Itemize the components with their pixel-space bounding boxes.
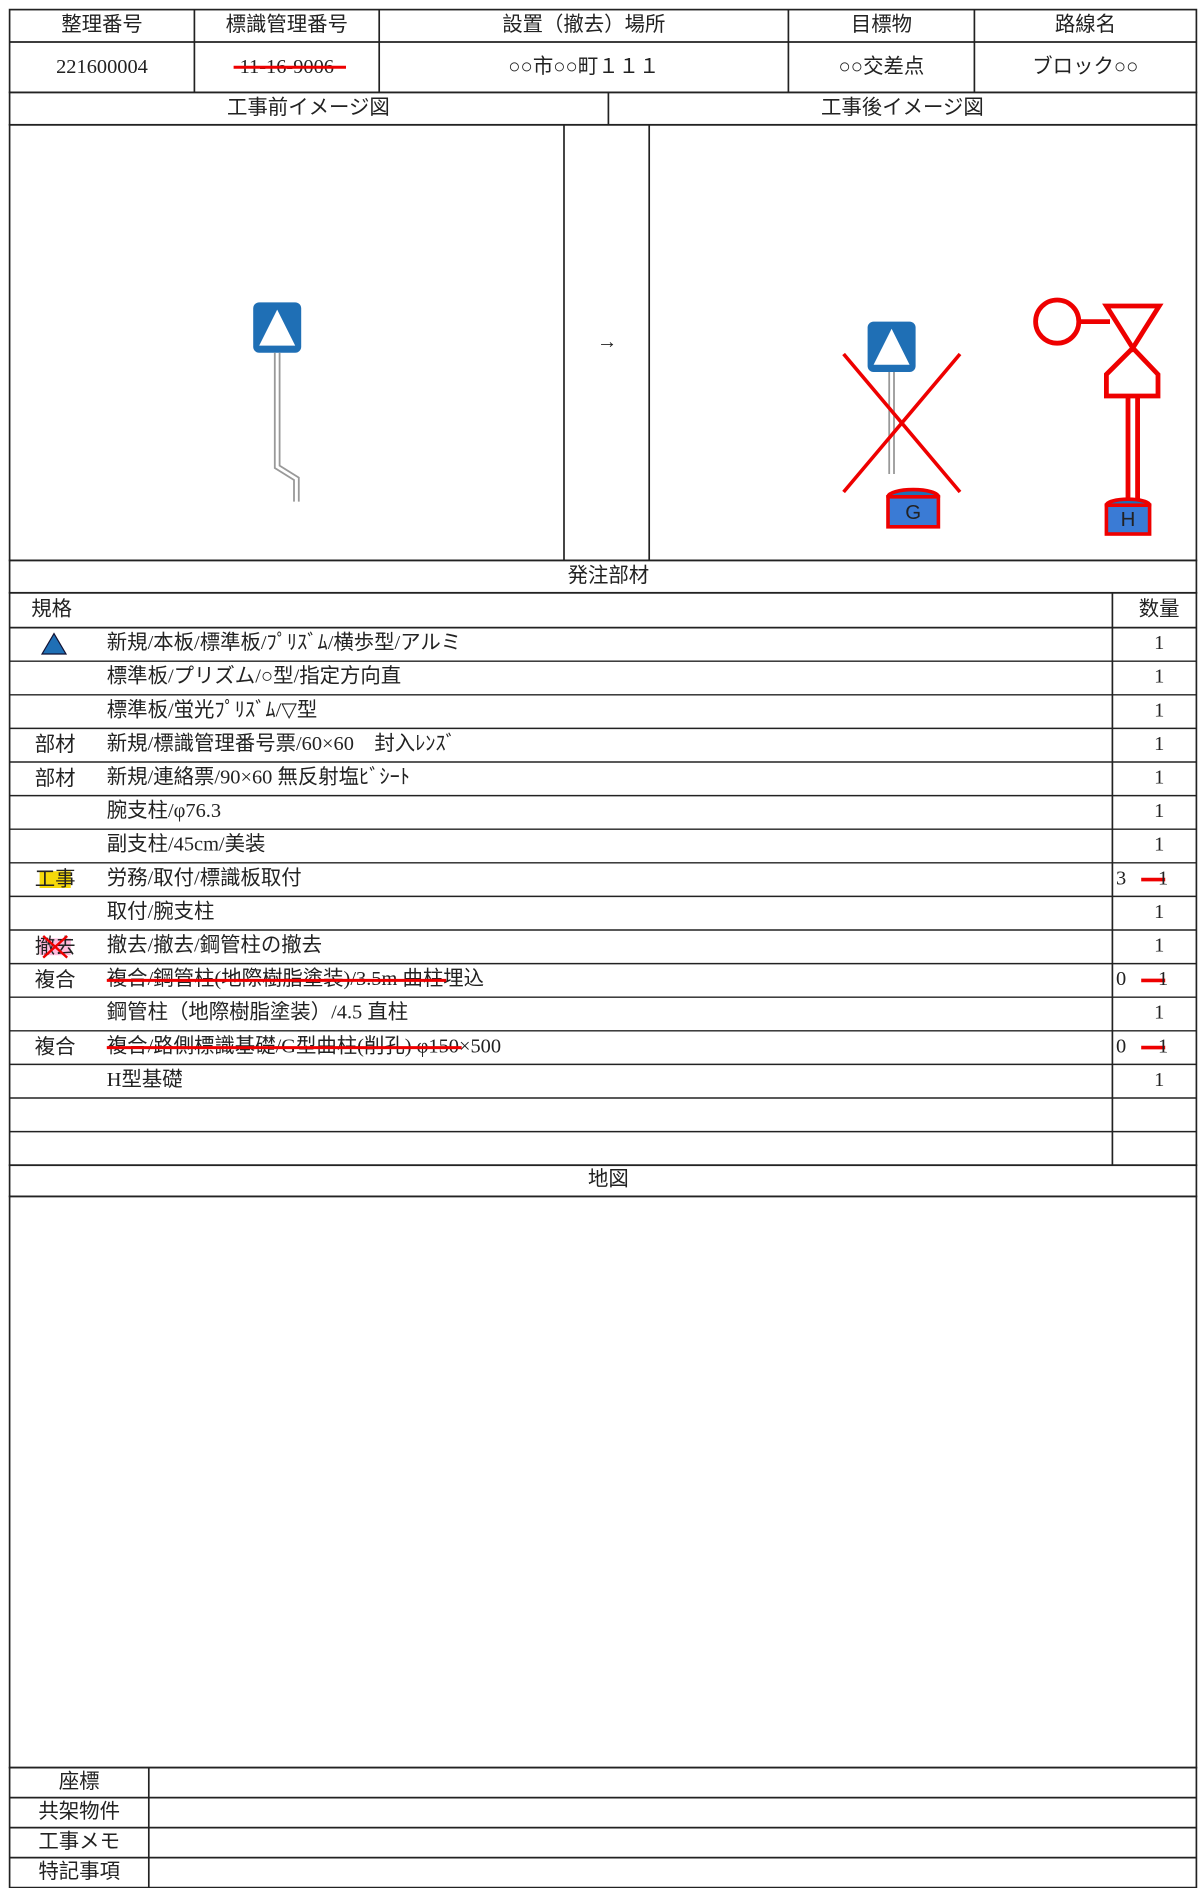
section-title: 工事後イメージ図 — [821, 96, 984, 119]
arrow: → — [597, 331, 617, 353]
item-text: 新規/標識管理番号票/60×60 封入ﾚﾝｽﾞ — [107, 732, 456, 755]
header-frame — [8, 8, 1198, 1888]
item-text: 取付/腕支柱 — [107, 900, 215, 923]
qty: 1 — [1154, 699, 1164, 721]
label: H — [1121, 509, 1136, 531]
qty: 1 — [1154, 632, 1164, 654]
qty-new: 0 — [1116, 968, 1126, 990]
item-text: 腕支柱/φ76.3 — [107, 799, 221, 822]
icon-label: 工事 — [35, 867, 76, 891]
column-header: 規格 — [31, 597, 72, 620]
section-title: 発注部材 — [568, 564, 650, 587]
column-header: 路線名 — [1055, 13, 1116, 36]
icon-bg — [39, 736, 71, 754]
header-value: ○○交差点 — [838, 55, 924, 78]
qty: 1 — [1154, 766, 1164, 788]
icon-label: 複合 — [35, 1035, 76, 1059]
icon-bg — [39, 871, 71, 889]
item-text: 標準板/蛍光ﾌﾟﾘｽﾞﾑ/▽型 — [107, 698, 318, 721]
item-text: 鋼管柱（地際樹脂塗装）/4.5 直柱 — [107, 1001, 408, 1024]
section-title: 工事前イメージ図 — [227, 96, 390, 119]
item-text: 複合/路側標識基礎/G型曲柱(削孔) φ150×500 — [107, 1034, 501, 1057]
qty: 1 — [1154, 1002, 1164, 1024]
qty-new: 0 — [1116, 1035, 1126, 1057]
icon-bg — [39, 770, 71, 788]
icon-label: 複合 — [35, 967, 76, 991]
icon-label: 部材 — [35, 732, 76, 756]
qty-old: 1 — [1158, 1035, 1168, 1057]
header-value: ○○市○○町１１１ — [508, 55, 659, 78]
icon-bg — [39, 972, 71, 989]
qty: 1 — [1154, 733, 1164, 755]
qty: 1 — [1154, 901, 1164, 923]
column-header: 目標物 — [851, 13, 912, 36]
footer-label: 工事メモ — [38, 1830, 120, 1853]
item-text: 副支柱/45cm/美装 — [107, 833, 266, 856]
footer-label: 座標 — [59, 1770, 100, 1793]
column-header: 数量 — [1139, 597, 1180, 620]
item-text: 複合/鋼管柱(地際樹脂塗装)/3.5m 曲柱埋込 — [107, 967, 484, 990]
qty-new: 3 — [1116, 867, 1126, 889]
after-drawing — [842, 297, 1164, 536]
icon-label: 部材 — [35, 766, 76, 790]
column-header: 整理番号 — [61, 13, 143, 36]
qty-old: 1 — [1158, 968, 1168, 990]
item-text: 標準板/プリズム/○型/指定方向直 — [107, 665, 401, 688]
column-header: 設置（撤去）場所 — [502, 13, 665, 36]
header-value: ブロック○○ — [1032, 54, 1138, 78]
item-text: 新規/本板/標準板/ﾌﾟﾘｽﾞﾑ/横歩型/アルミ — [107, 631, 461, 654]
qty: 1 — [1154, 666, 1164, 688]
section-title: 地図 — [588, 1167, 629, 1190]
qty: 1 — [1154, 834, 1164, 856]
item-text: H型基礎 — [107, 1068, 183, 1091]
sign-icon — [40, 632, 68, 655]
qty: 1 — [1154, 934, 1164, 956]
footer-label: 共架物件 — [38, 1800, 120, 1823]
footer-label: 特記事項 — [38, 1860, 120, 1883]
item-text: 労務/取付/標識板取付 — [107, 866, 302, 889]
icon-cross — [42, 935, 69, 959]
label: G — [905, 502, 921, 524]
qty-old: 1 — [1158, 867, 1168, 889]
qty: 1 — [1154, 1069, 1164, 1091]
column-header: 標識管理番号 — [226, 13, 348, 36]
item-text: 撤去/撤去/鋼管柱の撤去 — [107, 933, 322, 956]
qty: 1 — [1154, 800, 1164, 822]
icon-bg — [39, 1039, 71, 1057]
header-value: 221600004 — [56, 56, 148, 78]
before-drawing — [253, 302, 302, 502]
item-text: 新規/連絡票/90×60 無反射塩ﾋﾞｼｰﾄ — [107, 765, 410, 788]
